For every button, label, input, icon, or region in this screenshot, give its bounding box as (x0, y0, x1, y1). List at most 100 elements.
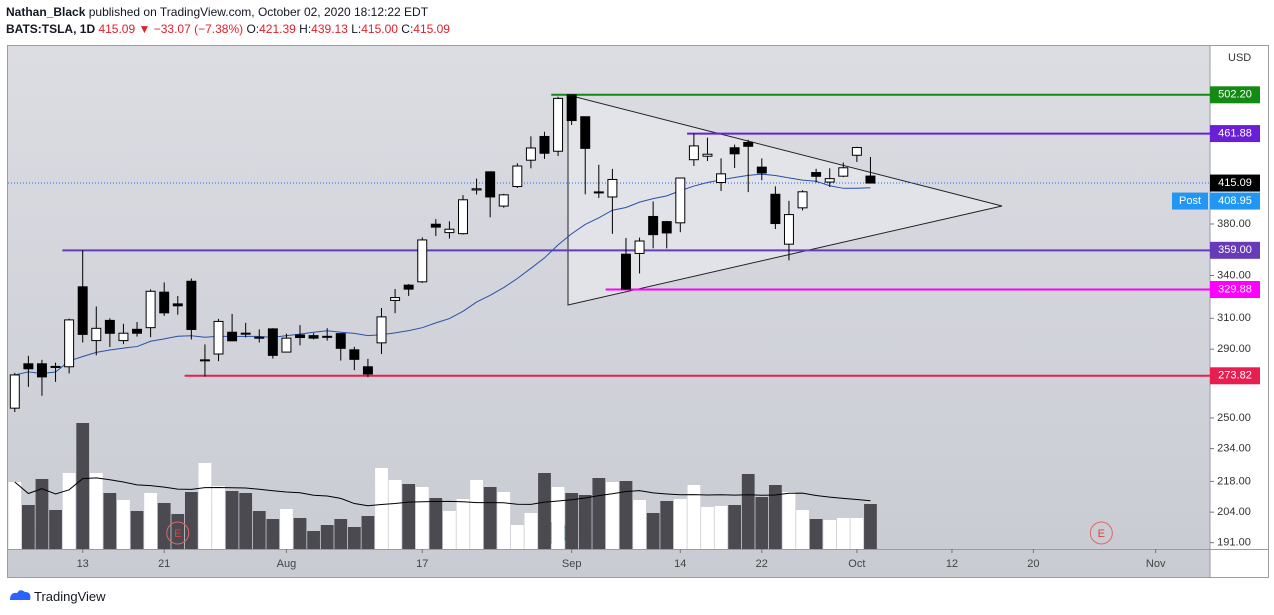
volume-bar (157, 503, 171, 549)
candle-body (729, 147, 740, 155)
volume-bar (293, 518, 307, 549)
price-tag-label: 329.88 (1218, 283, 1252, 295)
volume-bar (660, 501, 674, 549)
volume-bar (538, 473, 551, 549)
volume-bar (117, 500, 130, 549)
candle-body (199, 359, 210, 362)
candle-body (132, 328, 143, 334)
candle-body (50, 365, 61, 368)
candle-body (295, 334, 305, 339)
candle-body (172, 303, 183, 307)
symbol-line: BATS:TSLA, 1D 415.09 ▼ −33.07 (−7.38%) O… (6, 22, 450, 36)
moving-average (14, 173, 871, 376)
volume-bar (782, 492, 796, 549)
volume-bar (633, 500, 646, 549)
candle-body (675, 177, 686, 224)
y-tick-label: 191.00 (1217, 537, 1251, 549)
candle-body (458, 199, 468, 235)
candle-body (716, 173, 727, 183)
plot-background (8, 46, 1210, 577)
c-label: C: (401, 22, 414, 36)
candle-body (811, 172, 822, 177)
price-tag-label: 415.09 (1218, 177, 1252, 189)
candle-body (403, 284, 414, 290)
candle-body (797, 191, 808, 209)
post-badge (1172, 192, 1208, 210)
price-tag (1210, 241, 1260, 259)
h: 439.13 (311, 22, 348, 36)
candle-body (824, 178, 835, 183)
volume-bar (443, 511, 456, 549)
volume-bar (456, 499, 470, 549)
x-tick-label: 22 (756, 558, 768, 570)
volume-bar (252, 511, 266, 549)
candle-body (186, 280, 197, 330)
x-tick-label: Aug (277, 558, 297, 570)
volume-bar (497, 492, 511, 549)
candle-body (390, 297, 401, 301)
candle-body (213, 320, 224, 355)
volume-bar (35, 479, 49, 549)
o: 421.39 (259, 22, 296, 36)
volume-bar (796, 510, 809, 549)
candle-body (471, 188, 482, 191)
volume-bar (701, 507, 714, 549)
volume-bar (103, 493, 117, 549)
author: Nathan_Black (6, 5, 86, 19)
volume-bar (171, 514, 185, 549)
y-tick-label: 290.00 (1217, 343, 1251, 355)
volume-bar (402, 484, 416, 549)
x-tick-label: 13 (77, 558, 89, 570)
o-label: O: (246, 22, 260, 36)
post-badge-label: Post (1179, 195, 1201, 207)
candle-body (851, 147, 862, 156)
candle-body (227, 331, 238, 342)
publish-line: Nathan_Black published on TradingView.co… (6, 5, 428, 19)
volume-bar (483, 487, 497, 549)
candle-body (607, 178, 618, 198)
volume-bar (266, 519, 280, 549)
candle-body (688, 145, 699, 161)
volume-bar (212, 486, 225, 549)
event-label: E (1098, 528, 1105, 540)
l: 415.00 (361, 22, 398, 36)
volume-bar (320, 525, 334, 549)
triangle-pattern (567, 94, 1003, 306)
candle-body (620, 253, 631, 290)
y-tick-label: 250.00 (1217, 412, 1251, 424)
candle-body (145, 290, 156, 329)
candle-body (580, 116, 591, 149)
x-tick-label: Nov (1146, 558, 1166, 570)
volume-bar (375, 468, 388, 549)
volume-bar (334, 519, 348, 549)
volume-bar (673, 499, 687, 549)
candle-body (770, 193, 781, 225)
price-tag (1210, 367, 1260, 385)
volume-bar (470, 480, 483, 549)
candle-body (159, 291, 170, 314)
last: 415.09 (98, 22, 136, 36)
volume-bar (809, 519, 823, 549)
event-marker (1089, 521, 1113, 545)
volume-bar (864, 504, 877, 549)
volume-bar (49, 510, 62, 549)
price-tag-label: 273.82 (1218, 370, 1252, 382)
y-tick-label: 234.00 (1217, 442, 1251, 454)
volume-bar (606, 482, 619, 549)
volume-average (14, 477, 871, 507)
candle-body (23, 363, 34, 370)
price-tag-label: 502.20 (1218, 89, 1252, 101)
l-label: L: (351, 22, 362, 36)
candle-body (593, 191, 604, 194)
volume-bar (388, 480, 402, 549)
volume-bar (823, 520, 837, 549)
x-tick-label: Sep (562, 558, 582, 570)
volume-bar (646, 513, 660, 549)
volume-bar (850, 518, 864, 549)
volume-bar (280, 509, 293, 549)
h-label: H: (299, 22, 312, 36)
volume-bar (728, 505, 742, 549)
candle-body (9, 374, 20, 409)
